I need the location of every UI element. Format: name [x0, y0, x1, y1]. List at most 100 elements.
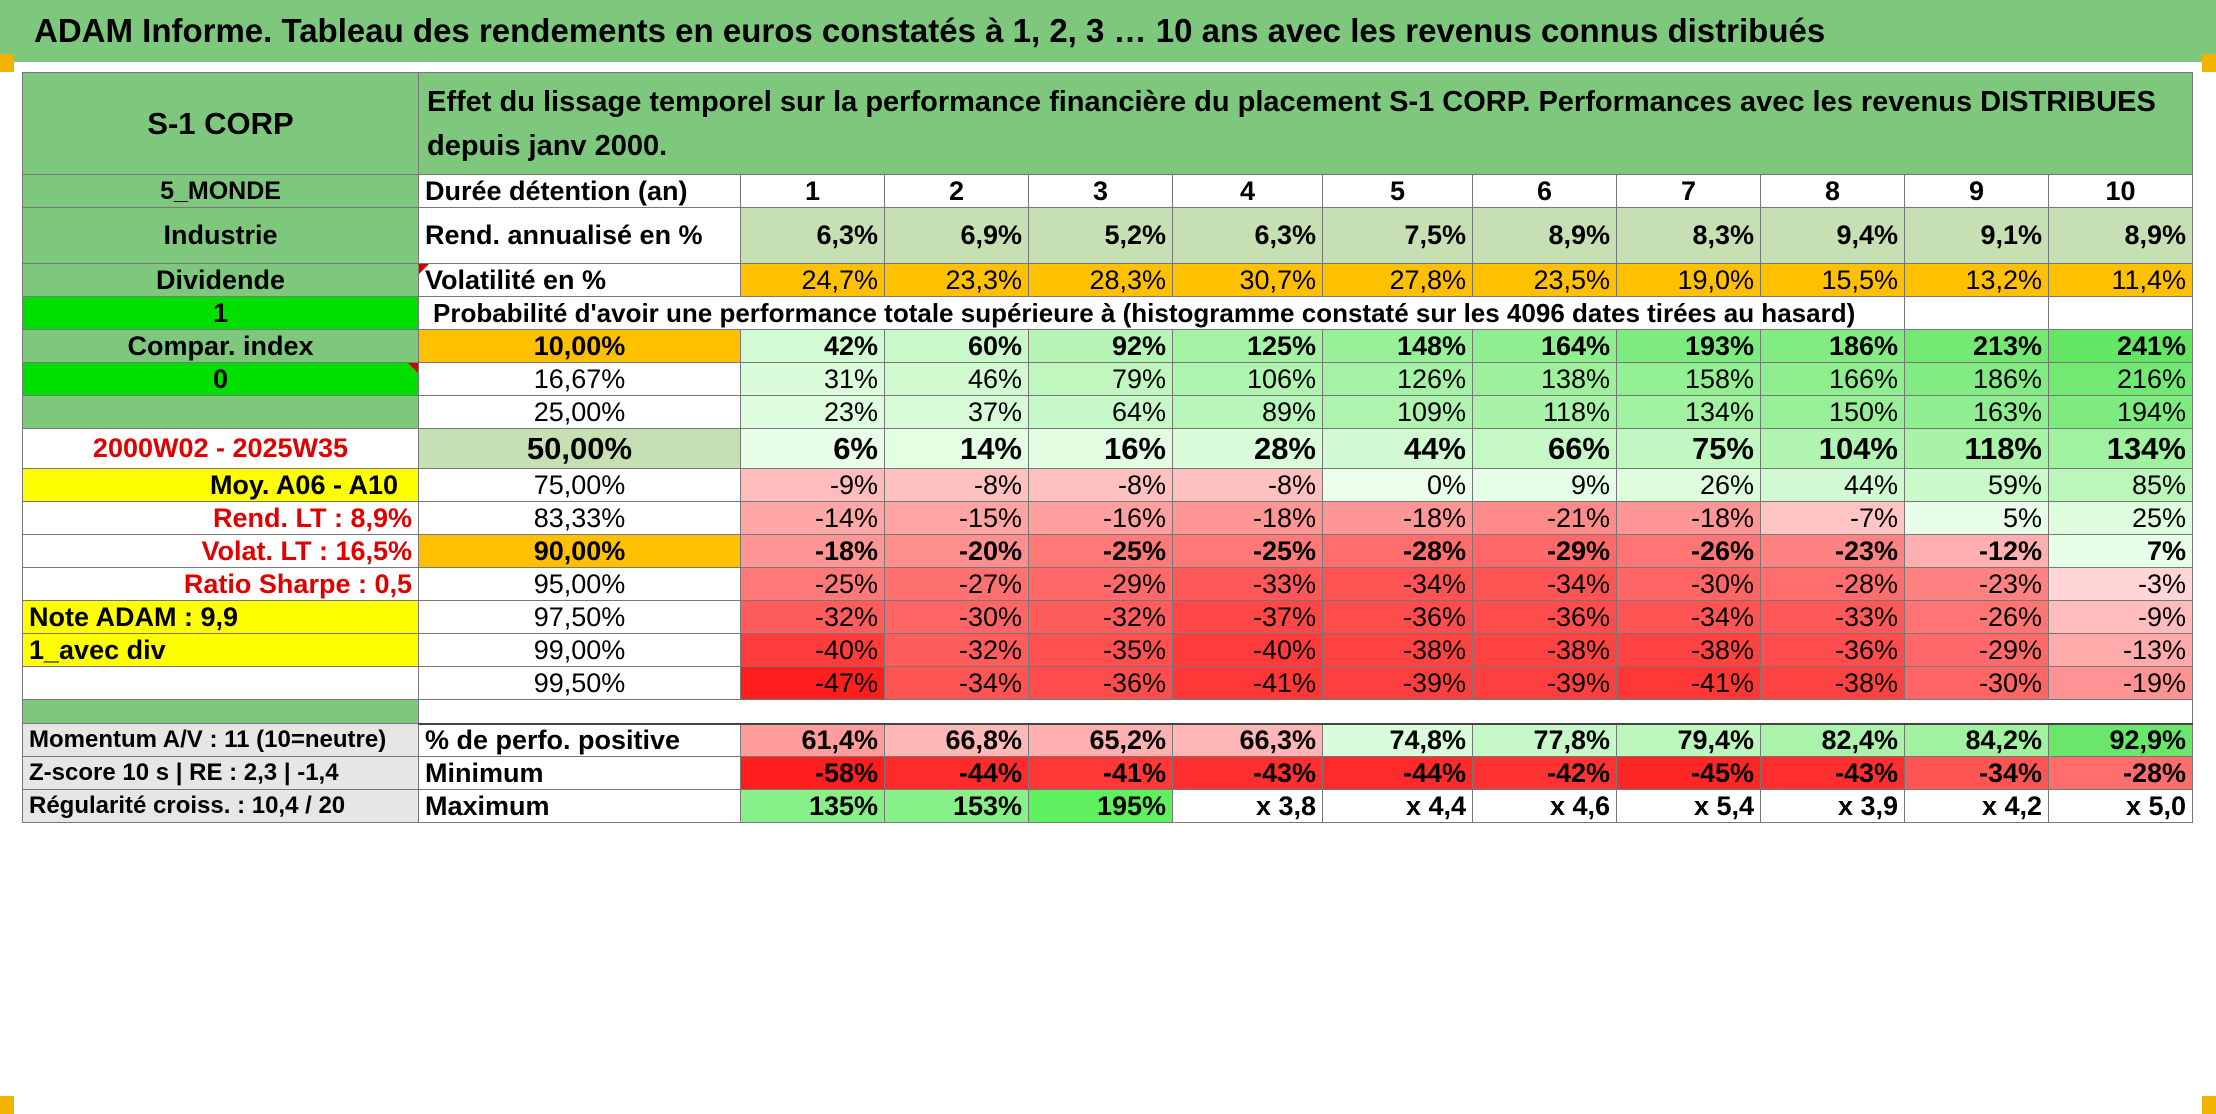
report-title: ADAM Informe. Tableau des rendements en … — [0, 0, 2216, 62]
probability-threshold: 99,50% — [418, 666, 741, 700]
maximum-value: x 4,4 — [1322, 789, 1473, 823]
probability-value: -41% — [1616, 666, 1761, 700]
probability-value: 109% — [1322, 395, 1473, 429]
probability-value: 14% — [884, 428, 1029, 469]
table-row: Régularité croiss. : 10,4 / 20 Maximum 135… — [22, 789, 2193, 823]
probability-value: -26% — [1904, 600, 2049, 634]
probability-value: 25% — [2048, 501, 2193, 535]
corner-marker — [0, 54, 14, 72]
probability-value: -8% — [1028, 468, 1173, 502]
corner-marker — [0, 1096, 14, 1114]
probability-value: -40% — [740, 633, 885, 667]
probability-threshold: 16,67% — [418, 362, 741, 396]
probability-value: -29% — [1904, 633, 2049, 667]
volat-value: 23,3% — [884, 263, 1029, 297]
volat-label: Volatilité en % — [418, 263, 741, 297]
volat-value: 23,5% — [1472, 263, 1617, 297]
probability-value: -26% — [1616, 534, 1761, 568]
table-row: Industrie Rend. annualisé en % 6,3% 6,9% 5,2… — [22, 207, 2193, 264]
year-header: 1 — [740, 174, 885, 208]
probability-value: -41% — [1172, 666, 1323, 700]
probability-value: 75% — [1616, 428, 1761, 469]
year-header: 5 — [1322, 174, 1473, 208]
maximum-value: 195% — [1028, 789, 1173, 823]
probability-value: 7% — [2048, 534, 2193, 568]
year-header: 4 — [1172, 174, 1323, 208]
flag-zero: 0 — [22, 362, 419, 396]
probability-value: -25% — [1028, 534, 1173, 568]
probability-threshold: 99,00% — [418, 633, 741, 667]
table-row: Rend. LT : 8,9% 83,33% -14% -15% -16% -18% -18… — [22, 501, 2193, 535]
table-row: Momentum A/V : 11 (10=neutre)% de perfo.… — [22, 723, 2193, 757]
momentum-label: Momentum A/V : 11 (10=neutre) — [22, 723, 419, 757]
empty-cell — [2048, 296, 2193, 330]
region-label: 5_MONDE — [22, 174, 419, 208]
volat-value: 27,8% — [1322, 263, 1473, 297]
positive-value: 84,2% — [1904, 723, 2049, 757]
rend-value: 6,3% — [1172, 207, 1323, 264]
table-row: 0 16,67% 31% 46% 79% 106% 126% 138% 158% 166% 186%… — [22, 362, 2193, 396]
table-row: 1_avec div 99,00% -40% -32% -35% -40% -38% -38%… — [22, 633, 2193, 667]
year-header: 10 — [2048, 174, 2193, 208]
probability-value: -36% — [1472, 600, 1617, 634]
probability-value: 148% — [1322, 329, 1473, 363]
maximum-value: x 4,6 — [1472, 789, 1617, 823]
year-header: 6 — [1472, 174, 1617, 208]
probability-value: -18% — [1172, 501, 1323, 535]
table-row: Moy. A06 - A10 75,00% -9% -8% -8% -8% 0% 9% 26% 4… — [22, 468, 2193, 502]
probability-value: 106% — [1172, 362, 1323, 396]
probability-value: -23% — [1904, 567, 2049, 601]
empty-cell — [22, 666, 419, 700]
probability-value: -13% — [2048, 633, 2193, 667]
probability-value: 134% — [1616, 395, 1761, 429]
probability-value: -35% — [1028, 633, 1173, 667]
probability-value: 186% — [1760, 329, 1905, 363]
probability-value: -33% — [1172, 567, 1323, 601]
performance-table: S-1 CORP Effet du lissage temporel sur la… — [22, 72, 2193, 823]
volat-lt-label: Volat. LT : 16,5% — [22, 534, 419, 568]
year-header: 8 — [1760, 174, 1905, 208]
note-label: Note ADAM : 9,9 — [22, 600, 419, 634]
probability-value: 134% — [2048, 428, 2193, 469]
probability-value: 125% — [1172, 329, 1323, 363]
table-row: 1 Probabilité d'avoir une performance tot… — [22, 296, 2193, 330]
probability-value: -18% — [1616, 501, 1761, 535]
table-row: S-1 CORP Effet du lissage temporel sur la… — [22, 72, 2193, 175]
probability-value: 5% — [1904, 501, 2049, 535]
positive-value: 66,8% — [884, 723, 1029, 757]
positive-value: 92,9% — [2048, 723, 2193, 757]
probability-value: -38% — [1472, 633, 1617, 667]
maximum-value: x 5,0 — [2048, 789, 2193, 823]
positive-value: 61,4% — [740, 723, 885, 757]
probability-value: -36% — [1760, 633, 1905, 667]
rend-value: 8,9% — [2048, 207, 2193, 264]
rend-label: Rend. annualisé en % — [418, 207, 741, 264]
probability-value: -29% — [1028, 567, 1173, 601]
probability-value: 9% — [1472, 468, 1617, 502]
volat-value: 11,4% — [2048, 263, 2193, 297]
probability-value: -39% — [1472, 666, 1617, 700]
table-row: Z-score 10 s | RE : 2,3 | -1,4 Minimum -58… — [22, 756, 2193, 790]
probability-threshold: 90,00% — [418, 534, 741, 568]
empty-cell — [1904, 296, 2049, 330]
probability-value: -27% — [884, 567, 1029, 601]
volat-value: 30,7% — [1172, 263, 1323, 297]
probability-value: -23% — [1760, 534, 1905, 568]
probability-value: 44% — [1760, 468, 1905, 502]
minimum-value: -41% — [1028, 756, 1173, 790]
probability-value: -38% — [1616, 633, 1761, 667]
zscore-label: Z-score 10 s | RE : 2,3 | -1,4 — [22, 756, 419, 790]
rend-value: 7,5% — [1322, 207, 1473, 264]
minimum-value: -43% — [1760, 756, 1905, 790]
minimum-value: -43% — [1172, 756, 1323, 790]
probability-value: 85% — [2048, 468, 2193, 502]
probability-value: 79% — [1028, 362, 1173, 396]
table-row: Ratio Sharpe : 0,5 95,00% -25% -27% -29% -33%… — [22, 567, 2193, 601]
probability-value: -8% — [1172, 468, 1323, 502]
probability-value: -36% — [1322, 600, 1473, 634]
spacer-cell — [418, 699, 2193, 725]
rend-value: 6,3% — [740, 207, 885, 264]
volat-value: 15,5% — [1760, 263, 1905, 297]
year-header: 3 — [1028, 174, 1173, 208]
